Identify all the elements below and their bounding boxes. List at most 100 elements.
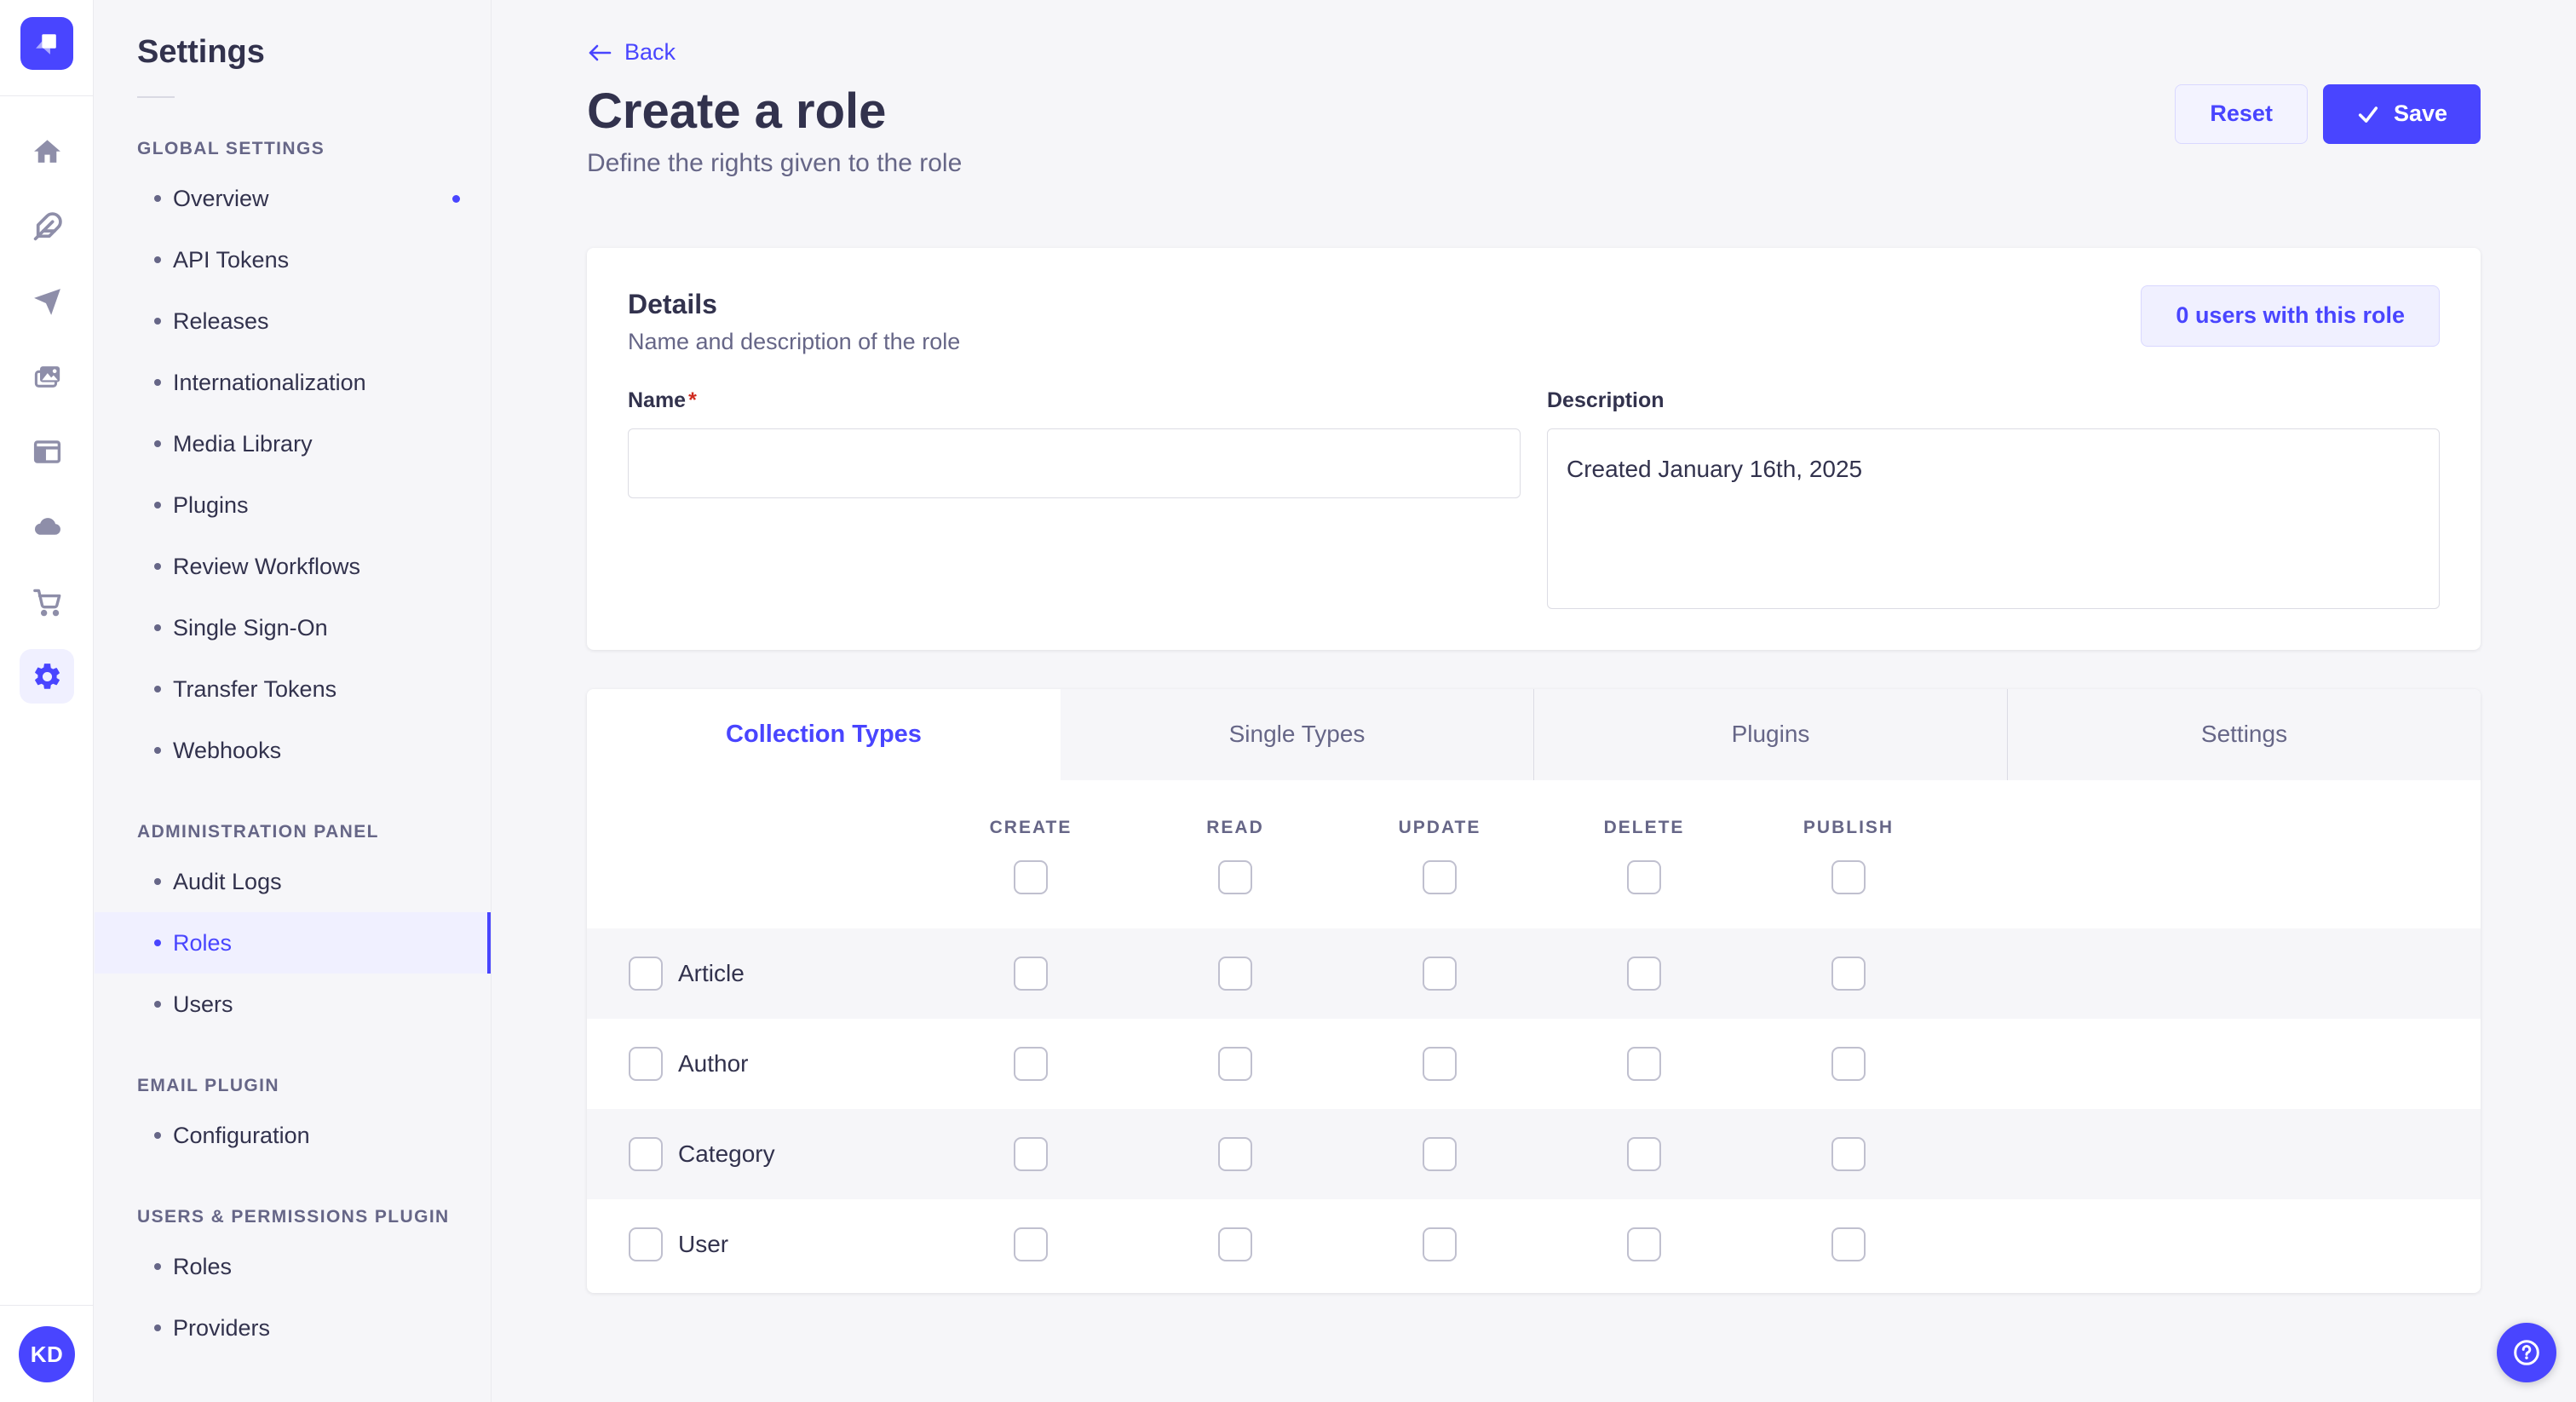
sidebar-item-api-tokens[interactable]: API Tokens (95, 229, 491, 290)
sidebar-item-overview[interactable]: Overview (95, 168, 491, 229)
sidebar-item-releases[interactable]: Releases (95, 290, 491, 352)
row-label: Author (678, 1049, 749, 1077)
user-create-checkbox[interactable] (1014, 1227, 1048, 1261)
name-input[interactable] (628, 428, 1521, 498)
row-category-checkbox[interactable] (629, 1136, 663, 1171)
category-delete-checkbox[interactable] (1627, 1136, 1661, 1171)
home-icon[interactable] (0, 114, 94, 189)
sidebar-title: Settings (137, 34, 265, 70)
row-label: Article (678, 959, 745, 986)
permission-row-author: Author (587, 1019, 2481, 1109)
category-read-checkbox[interactable] (1218, 1136, 1252, 1171)
bullet-icon (154, 195, 161, 202)
user-read-checkbox[interactable] (1218, 1227, 1252, 1261)
user-publish-checkbox[interactable] (1831, 1227, 1866, 1261)
reset-button[interactable]: Reset (2175, 83, 2308, 144)
category-create-checkbox[interactable] (1014, 1136, 1048, 1171)
user-delete-checkbox[interactable] (1627, 1227, 1661, 1261)
sidebar-item-media-library[interactable]: Media Library (95, 413, 491, 474)
select-all-create-checkbox[interactable] (1014, 859, 1048, 894)
description-label: Description (1547, 388, 1665, 412)
tab-plugins[interactable]: Plugins (1533, 688, 2007, 780)
description-textarea[interactable]: Created January 16th, 2025 (1547, 428, 2440, 609)
sidebar-item-label: Plugins (173, 491, 249, 518)
bullet-icon (154, 440, 161, 447)
author-publish-checkbox[interactable] (1831, 1046, 1866, 1081)
category-update-checkbox[interactable] (1423, 1136, 1457, 1171)
article-read-checkbox[interactable] (1218, 956, 1252, 991)
bullet-icon (154, 1263, 161, 1270)
settings-sidebar: Settings GLOBAL SETTINGS Overview API To… (95, 0, 492, 1402)
sidebar-item-providers[interactable]: Providers (95, 1297, 491, 1359)
sidebar-item-label: Providers (173, 1314, 271, 1341)
article-delete-checkbox[interactable] (1627, 956, 1661, 991)
row-author-checkbox[interactable] (629, 1046, 663, 1081)
sidebar-item-configuration[interactable]: Configuration (95, 1105, 491, 1166)
save-button[interactable]: Save (2322, 83, 2481, 144)
row-user-checkbox[interactable] (629, 1227, 663, 1261)
content-manager-feather-icon[interactable] (0, 189, 94, 264)
rail-divider (0, 1305, 94, 1306)
permissions-column-headers: CREATE READ UPDATE DELETE PUBLISH (587, 780, 2481, 838)
sidebar-item-plugins[interactable]: Plugins (95, 474, 491, 536)
tab-settings[interactable]: Settings (2007, 688, 2481, 780)
select-all-update-checkbox[interactable] (1423, 859, 1457, 894)
sidebar-item-label: Configuration (173, 1122, 310, 1148)
select-all-read-checkbox[interactable] (1218, 859, 1252, 894)
sidebar-item-label: Webhooks (173, 737, 282, 763)
user-avatar[interactable]: KD (19, 1326, 75, 1382)
user-update-checkbox[interactable] (1423, 1227, 1457, 1261)
sidebar-item-transfer-tokens[interactable]: Transfer Tokens (95, 658, 491, 720)
sidebar-item-review-workflows[interactable]: Review Workflows (95, 536, 491, 597)
help-button[interactable] (2497, 1323, 2556, 1382)
users-with-role-button[interactable]: 0 users with this role (2141, 284, 2440, 347)
check-icon (2358, 106, 2378, 123)
back-link[interactable]: Back (587, 39, 676, 66)
sidebar-item-webhooks[interactable]: Webhooks (95, 720, 491, 781)
deploy-cloud-icon[interactable] (0, 489, 94, 564)
category-publish-checkbox[interactable] (1831, 1136, 1866, 1171)
permissions-card: Collection Types Single Types Plugins Se… (587, 688, 2481, 1293)
sidebar-item-label: API Tokens (173, 246, 290, 273)
bullet-icon (154, 878, 161, 885)
sidebar-item-up-roles[interactable]: Roles (95, 1236, 491, 1297)
column-header-update: UPDATE (1398, 817, 1481, 837)
settings-gear-icon[interactable] (0, 639, 94, 714)
section-label-email-plugin: EMAIL PLUGIN (137, 1076, 279, 1095)
rail-divider (0, 95, 94, 96)
details-heading: Details (628, 288, 717, 319)
bullet-icon (154, 747, 161, 754)
page-title: Create a role (587, 83, 887, 139)
sidebar-item-roles-active[interactable]: Roles (95, 912, 491, 974)
app-rail: KD (0, 0, 94, 1402)
save-label: Save (2393, 101, 2447, 126)
notification-dot-icon (452, 194, 460, 203)
permissions-select-all-row (587, 859, 2481, 928)
sidebar-item-single-sign-on[interactable]: Single Sign-On (95, 597, 491, 658)
sidebar-item-audit-logs[interactable]: Audit Logs (95, 851, 491, 912)
tab-single-types[interactable]: Single Types (1228, 721, 1366, 747)
select-all-delete-checkbox[interactable] (1627, 859, 1661, 894)
section-label-administration-panel: ADMINISTRATION PANEL (137, 822, 379, 842)
sidebar-item-internationalization[interactable]: Internationalization (95, 352, 491, 413)
author-read-checkbox[interactable] (1218, 1046, 1252, 1081)
row-article-checkbox[interactable] (629, 956, 663, 991)
sidebar-item-label: Audit Logs (173, 868, 282, 894)
sidebar-item-users[interactable]: Users (95, 974, 491, 1035)
article-publish-checkbox[interactable] (1831, 956, 1866, 991)
strapi-logo[interactable] (20, 17, 73, 70)
release-paper-plane-icon[interactable] (0, 264, 94, 339)
column-header-read: READ (1206, 817, 1264, 837)
tab-collection-types[interactable]: Collection Types (587, 688, 1061, 780)
name-label: Name * (628, 388, 697, 412)
bullet-icon (154, 318, 161, 325)
author-update-checkbox[interactable] (1423, 1046, 1457, 1081)
article-update-checkbox[interactable] (1423, 956, 1457, 991)
author-delete-checkbox[interactable] (1627, 1046, 1661, 1081)
author-create-checkbox[interactable] (1014, 1046, 1048, 1081)
media-library-images-icon[interactable] (0, 339, 94, 414)
article-create-checkbox[interactable] (1014, 956, 1048, 991)
marketplace-cart-icon[interactable] (0, 564, 94, 639)
content-type-builder-layout-icon[interactable] (0, 414, 94, 489)
select-all-publish-checkbox[interactable] (1831, 859, 1866, 894)
